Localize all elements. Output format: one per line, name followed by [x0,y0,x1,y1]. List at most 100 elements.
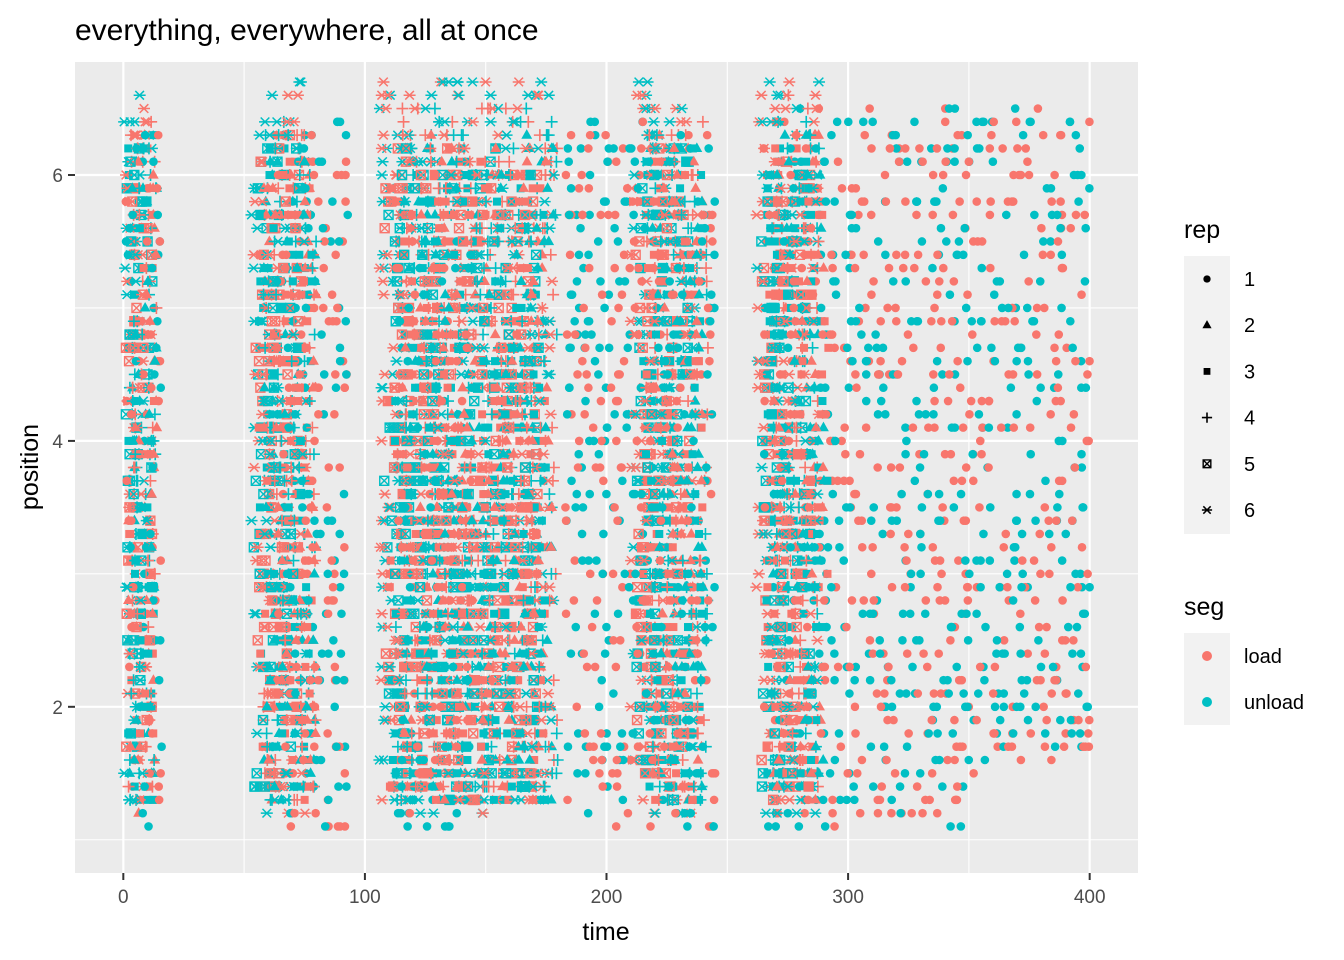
data-point [887,808,896,818]
data-point [829,277,838,286]
data-point [963,290,972,299]
data-point [1036,662,1046,672]
data-point [852,383,861,393]
data-point [314,157,324,167]
data-point [250,342,261,354]
data-point [828,808,837,818]
data-point [884,662,893,672]
data-point [1036,569,1045,579]
data-point [686,144,695,153]
data-point [916,569,925,579]
data-point [886,675,896,685]
data-point [995,582,1004,592]
data-point [645,782,654,791]
data-point [962,609,971,619]
chart-title: everything, everywhere, all at once [75,14,539,47]
data-point [987,130,996,140]
data-point [936,316,946,326]
data-point [1069,410,1079,419]
data-point [684,463,693,472]
data-point [1025,423,1035,432]
data-point [1083,729,1093,738]
data-point [1077,542,1087,552]
data-point [550,727,563,740]
data-point [1010,556,1019,565]
data-point [985,144,995,153]
data-point [333,303,342,313]
data-point [910,263,919,273]
data-point [869,503,879,512]
data-point [891,316,901,326]
data-point [995,277,1005,286]
data-point [429,436,438,445]
data-point [857,197,867,206]
data-point [390,436,399,445]
data-point [295,383,304,392]
data-point [968,449,978,459]
data-point [633,742,643,751]
data-point [1081,223,1090,233]
data-point [887,582,897,592]
data-point [430,755,440,765]
data-point [672,769,681,778]
data-point [1047,210,1057,220]
data-point [611,662,621,672]
data-point [595,463,605,472]
data-point [786,144,795,153]
data-point [939,675,948,685]
data-point [930,556,940,565]
data-point [574,250,584,260]
data-point [894,157,904,167]
data-point [1032,330,1041,339]
data-point [422,303,431,312]
data-point [865,636,875,645]
data-point [431,795,440,804]
data-point [834,516,844,525]
data-point [658,436,667,445]
data-point [830,822,839,831]
data-point [695,529,704,538]
data-point [1074,715,1083,725]
data-point [584,184,594,193]
data-point [850,263,860,273]
data-point [602,489,611,499]
data-point [704,144,713,153]
data-point [868,782,878,791]
data-point [1011,516,1021,525]
data-point [599,197,609,206]
data-point [562,410,572,419]
data-point [536,248,548,259]
data-point [617,463,626,472]
data-point [600,303,609,313]
data-point [1083,702,1093,712]
data-point [396,808,406,818]
data-point [915,463,925,472]
data-point [1017,529,1027,539]
data-point [1001,529,1011,539]
data-point [1056,130,1065,140]
data-point [295,250,304,259]
data-point [972,556,981,565]
data-point [490,609,499,618]
data-point [636,795,649,805]
data-point [1026,449,1036,459]
data-point [144,184,154,193]
data-point [1035,529,1045,539]
data-point [1083,569,1092,579]
data-point [1030,596,1040,605]
data-point [579,649,589,658]
data-point [302,583,311,592]
data-point [530,410,539,419]
data-point [908,662,917,672]
data-point [411,383,420,392]
data-point [957,675,967,685]
data-point [535,383,544,392]
data-points [118,77,1094,831]
data-point [1066,223,1076,233]
data-point [830,343,839,353]
data-point [642,157,651,166]
data-point [1057,556,1067,565]
data-point [900,768,910,778]
data-point [542,688,555,699]
data-point [1053,503,1062,512]
